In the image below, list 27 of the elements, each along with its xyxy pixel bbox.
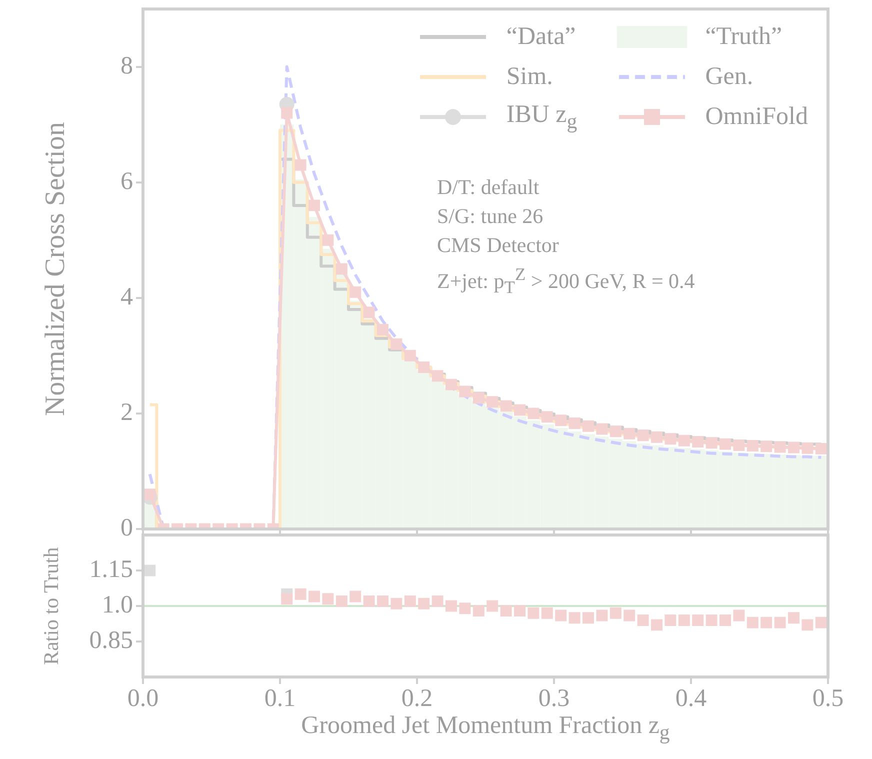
legend-label: Gen. [705,63,754,91]
y-tick-label: 2 [120,399,133,426]
legend-label: “Truth” [705,23,782,51]
y-tick-label: 4 [120,283,134,310]
y-tick-label: 6 [120,168,133,195]
legend-label: Sim. [506,63,553,91]
y-tick-label: 0.85 [89,627,133,654]
legend-label: IBU z$_{g}$ [506,100,578,134]
y-tick-label: 8 [120,52,133,80]
y-tick-label: 1.15 [89,556,133,584]
x-tick-label: 0.5 [812,685,844,712]
x-tick-label: 0.1 [264,685,296,712]
x-tick-label: 0.2 [401,685,433,712]
annotation: S/G: tune 26 [437,203,544,230]
y-axis-title: Ratio to Truth [39,546,64,665]
legend-label: “Data” [506,23,576,51]
x-tick-label: 0.3 [538,685,570,712]
annotation: CMS Detector [437,232,560,259]
x-tick-label: 0.4 [675,685,708,712]
x-axis-title: Groomed Jet Momentum Fraction z$_{g}$ [300,711,671,746]
annotation: Z+jet: p$_{T}$$^{Z}$ > 200 GeV, R = 0.4 [437,263,695,300]
legend-label: OmniFold [705,103,808,131]
y-axis-title: Normalized Cross Section [40,122,72,416]
y-tick-label: 0 [120,514,133,542]
x-tick-label: 0.0 [127,685,159,712]
y-tick-label: 1.0 [102,592,133,619]
annotation: D/T: default [437,174,540,201]
